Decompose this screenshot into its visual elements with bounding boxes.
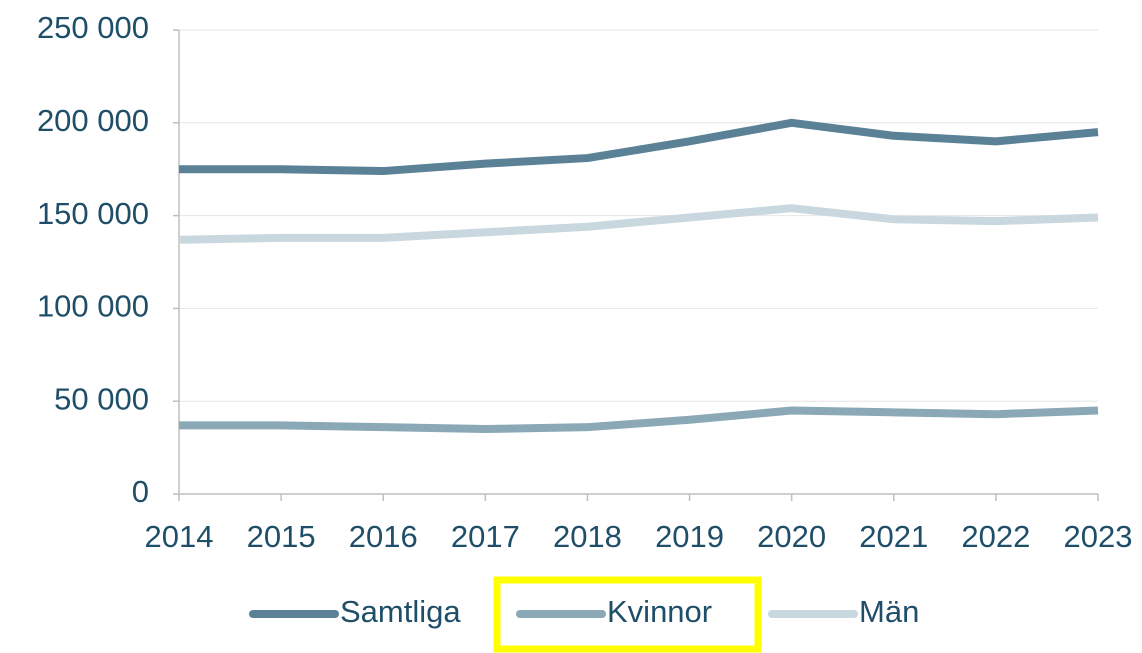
y-tick-label: 200 000 [37, 103, 149, 138]
x-tick-label: 2021 [859, 519, 928, 554]
y-tick-label: 50 000 [54, 381, 149, 416]
y-tick-label: 0 [132, 474, 149, 509]
line-series [179, 118, 1099, 176]
y-tick-label: 100 000 [37, 289, 149, 324]
legend-label: Män [859, 594, 919, 629]
x-tick-label: 2015 [247, 519, 316, 554]
x-tick-label: 2023 [1064, 519, 1133, 554]
x-tick-label: 2019 [655, 519, 724, 554]
y-tick-label: 150 000 [37, 196, 149, 231]
legend-label: Kvinnor [607, 594, 712, 629]
x-tick-label: 2018 [553, 519, 622, 554]
x-tick-label: 2014 [145, 519, 214, 554]
x-tick-label: 2016 [349, 519, 418, 554]
line-series [178, 204, 1099, 244]
x-tick-label: 2022 [961, 519, 1030, 554]
legend-label: Samtliga [340, 594, 461, 629]
y-tick-label: 250 000 [37, 10, 149, 45]
x-tick-label: 2020 [757, 519, 826, 554]
x-tick-label: 2017 [451, 519, 520, 554]
line-series [179, 406, 1099, 434]
highlight-box [493, 576, 762, 653]
